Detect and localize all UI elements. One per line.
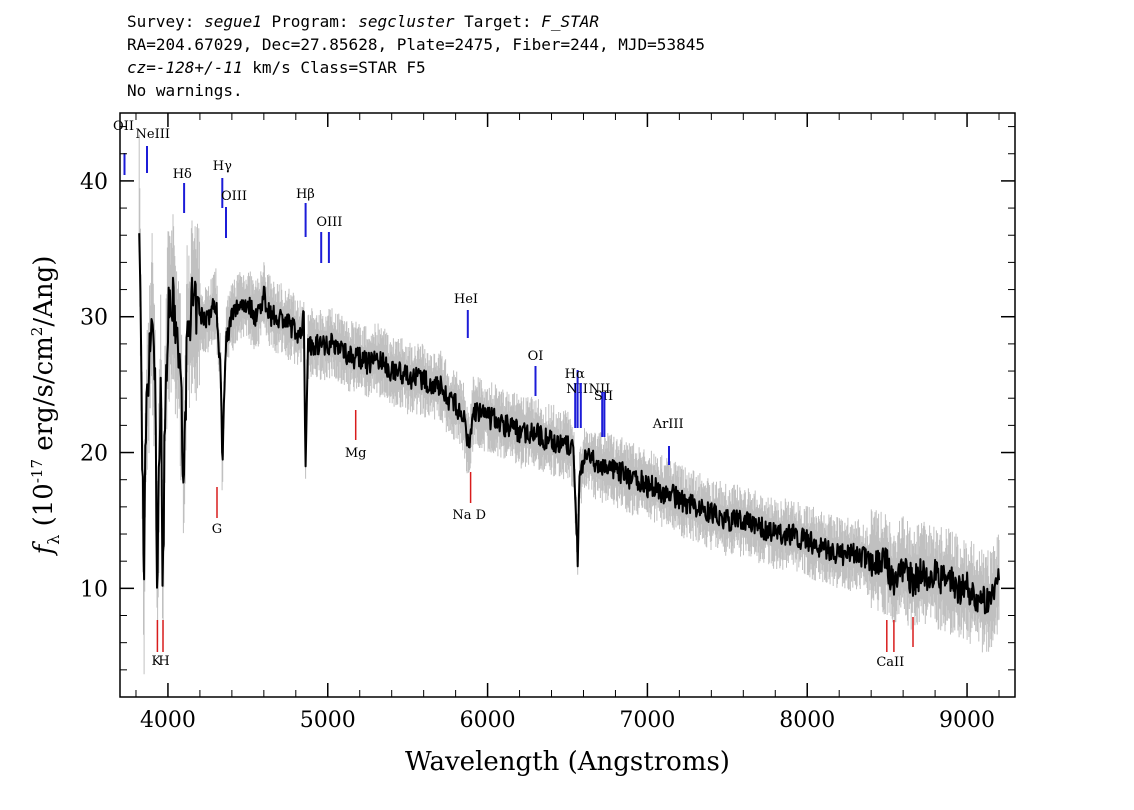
absorption-line-label: K [152, 654, 162, 669]
y-title-tail: /Ang) [29, 256, 59, 327]
absorption-line-label: G [212, 522, 222, 537]
x-tick-label: 8000 [779, 708, 835, 733]
y-tick-label: 20 [80, 442, 108, 467]
emission-line-label: Hα [565, 367, 585, 382]
header-line-coordinates: RA=204.67029, Dec=27.85628, Plate=2475, … [127, 35, 705, 54]
emission-line-label: OIII [316, 215, 342, 230]
cz-value: cz=-128+/-11 [127, 58, 243, 77]
flux-line [138, 233, 1000, 615]
x-tick-label: 7000 [619, 708, 675, 733]
target-label: Target: [454, 12, 542, 31]
emission-line-label: Hδ [173, 167, 192, 182]
y-title-exponent-2: 2 [28, 327, 46, 337]
absorption-line-label: CaII [876, 655, 904, 670]
y-title-units: erg/s/cm [29, 336, 59, 459]
emission-line-label: OIII [221, 189, 247, 204]
emission-line-label: Hγ [213, 159, 232, 174]
x-tick-label: 4000 [140, 708, 196, 733]
plot-frame [119, 112, 1016, 698]
target-value: F_STAR [541, 12, 600, 31]
program-label: Program: [261, 12, 359, 31]
error-band [138, 134, 1000, 675]
emission-line-label: OI [528, 349, 544, 364]
y-title-prefix: (10 [29, 483, 59, 535]
absorption-line-label: Mg [345, 446, 367, 461]
x-tick-label: 6000 [460, 708, 516, 733]
flux-layer [138, 233, 1000, 615]
y-title-subscript: λ [44, 535, 63, 545]
absorption-line-label: H [158, 654, 169, 669]
header-line-warnings: No warnings. [127, 81, 243, 100]
y-axis-title: fλ (10-17 erg/s/cm2/Ang) [28, 256, 63, 557]
x-tick-label: 9000 [939, 708, 995, 733]
emission-line-label: Hβ [296, 187, 315, 202]
survey-label: Survey: [127, 12, 205, 31]
y-tick-label: 30 [80, 306, 108, 331]
spectral-lines-layer: OIINeIIIHδHγOIIIHβOIIIHeIOINIIHαNIISIIAr… [113, 119, 914, 670]
survey-value: segue1 [204, 12, 262, 31]
y-tick-label: 10 [80, 577, 108, 602]
emission-line-label: HeI [454, 292, 478, 307]
y-title-exponent: -17 [28, 459, 46, 483]
class-value: km/s Class=STAR F5 [242, 58, 426, 77]
emission-line-label: NeIII [136, 127, 170, 142]
ticks-layer: 4000 5000 6000 7000 8000 9000 10 20 30 40 [80, 113, 1015, 733]
absorption-line-label: Na D [452, 508, 486, 523]
program-value: segcluster [358, 12, 455, 31]
x-tick-label: 5000 [300, 708, 356, 733]
header-line-survey: Survey: segue1 Program: segcluster Targe… [127, 10, 705, 33]
error-band-layer [138, 134, 1000, 675]
header-line-redshift: cz=-128+/-11 km/s Class=STAR F5 [127, 56, 705, 79]
y-tick-label: 40 [80, 170, 108, 195]
x-axis-title: Wavelength (Angstroms) [405, 747, 730, 777]
emission-line-label: ArIII [652, 417, 684, 432]
spectrum-header: Survey: segue1 Program: segcluster Targe… [127, 10, 705, 102]
